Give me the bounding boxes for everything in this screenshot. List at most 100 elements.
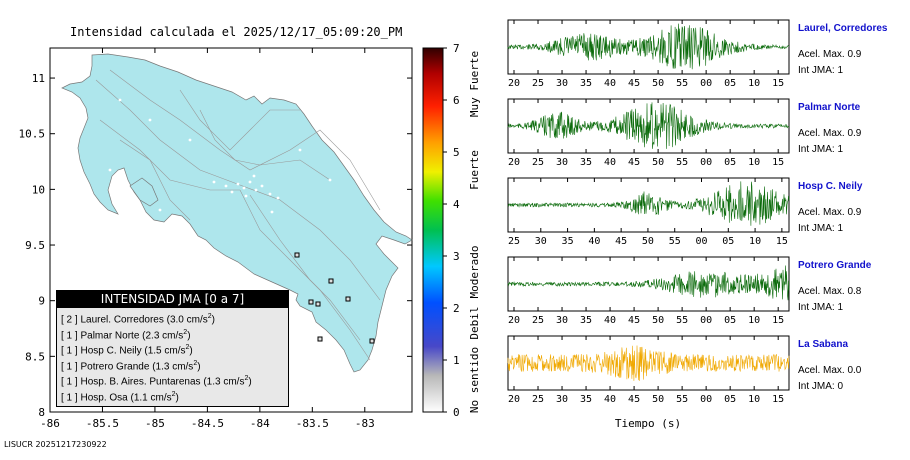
time-tick-label: 55 <box>676 394 688 405</box>
time-tick-label: 15 <box>772 315 784 326</box>
time-tick-label: 15 <box>772 394 784 405</box>
legend-acceleration: (1.5 cm/s <box>144 345 186 357</box>
colorbar-labels: No sentido Debil Moderado Fuerte Muy Fuerte <box>468 51 481 413</box>
time-tick-label: 55 <box>676 315 688 326</box>
time-tick-label: 20 <box>508 157 520 168</box>
trace-plot: 20 25 30 35 40 45 50 55 00 05 10 15 <box>507 256 790 326</box>
colorbar-ticks: 0 1 2 3 4 5 6 7 <box>443 42 460 419</box>
trace-jma-intensity: Int JMA: 1 <box>798 65 844 76</box>
nicoya-gulf-land <box>129 177 159 207</box>
colorbar-tick-label: 6 <box>453 94 460 107</box>
colorbar-category-label: Moderado <box>468 246 481 299</box>
time-tick-label: 30 <box>556 78 568 89</box>
time-tick-label: 10 <box>748 394 760 405</box>
trace-station-name: Hosp C. Neily <box>798 181 863 192</box>
map-y-tick-label: 8 <box>38 406 45 419</box>
legend-intensity: [ 1 ] <box>61 329 78 341</box>
trace-jma-intensity: Int JMA: 1 <box>798 302 844 313</box>
colorbar-tick-label: 2 <box>453 302 460 315</box>
time-tick-label: 40 <box>604 315 616 326</box>
time-tick-label: 50 <box>652 315 664 326</box>
trace-station-name: La Sabana <box>798 339 849 350</box>
colorbar-tick-label: 3 <box>453 250 460 263</box>
time-tick-label: 25 <box>532 315 544 326</box>
time-tick-label: 45 <box>628 157 640 168</box>
time-tick-label: 35 <box>580 394 592 405</box>
trace-max-acceleration: Acel. Max. 0.8 <box>798 286 862 297</box>
costa-rica-landmass <box>61 53 413 373</box>
trace-plot: 20 25 30 35 40 45 50 55 00 05 10 15 <box>507 335 790 405</box>
time-tick-label: 00 <box>695 236 707 247</box>
intensity-legend: INTENSIDAD JMA [0 a 7] [ 2 ] Laurel. Cor… <box>56 290 289 407</box>
map-title: Intensidad calculada el 2025/12/17_05:09… <box>70 25 403 39</box>
time-tick-label: 00 <box>700 315 712 326</box>
time-tick-label: 15 <box>772 78 784 89</box>
time-tick-label: 20 <box>508 78 520 89</box>
legend-station-name: Hosp. B. Aires. Puntarenas <box>80 376 201 388</box>
legend-acceleration: (1.1 cm/s <box>130 391 172 403</box>
time-axis-label: Tiempo (s) <box>615 417 681 430</box>
trace-max-acceleration: Acel. Max. 0.0 <box>798 365 862 376</box>
colorbar-category-label: Fuerte <box>468 150 481 190</box>
waveform-panel: 20 25 30 35 40 45 50 55 00 05 10 15 20 25 30 35 40 45 50 55… <box>507 19 790 430</box>
colorbar-tick-label: 1 <box>453 354 460 367</box>
legend-close-paren: ) <box>197 360 201 372</box>
legend-intensity: [ 1 ] <box>61 391 78 403</box>
map-x-tick-label: -83.5 <box>296 417 329 430</box>
road-network <box>95 69 381 361</box>
waveform-line <box>507 181 790 226</box>
map-x-axis: -86 -85.5 -85 -84.5 -84 -83.5 -83 <box>40 48 375 430</box>
trace-jma-intensity: Int JMA: 1 <box>798 223 844 234</box>
time-tick-label: 30 <box>556 315 568 326</box>
legend-intensity: [ 1 ] <box>61 360 78 372</box>
time-tick-label: 55 <box>676 78 688 89</box>
legend-item: [ 1 ] Hosp C. Neily (1.5 cm/s2) <box>61 344 193 356</box>
legend-acceleration: (1.3 cm/s <box>152 360 194 372</box>
legend-close-paren: ) <box>187 329 191 341</box>
legend-close-paren: ) <box>248 376 252 388</box>
legend-intensity: [ 2 ] <box>61 314 78 326</box>
time-tick-label: 35 <box>580 78 592 89</box>
colorbar-tick-label: 4 <box>453 198 460 211</box>
legend-unit-exponent: 2 <box>207 313 212 320</box>
trace-jma-intensity: Int JMA: 1 <box>798 144 844 155</box>
legend-intensity: [ 1 ] <box>61 345 78 357</box>
time-tick-label: 00 <box>700 394 712 405</box>
colorbar-gradient <box>422 47 444 413</box>
map-x-tick-label: -84.5 <box>191 417 224 430</box>
trace-plot: 20 25 30 35 40 45 50 55 00 05 10 15 <box>507 98 790 168</box>
time-tick-label: 05 <box>724 315 736 326</box>
legend-item: [ 1 ] Hosp. B. Aires. Puntarenas (1.3 cm… <box>61 375 252 387</box>
legend-acceleration: (2.3 cm/s <box>142 329 184 341</box>
time-tick-label: 50 <box>642 236 654 247</box>
time-tick-label: 05 <box>724 394 736 405</box>
legend-item: [ 2 ] Laurel. Corredores (3.0 cm/s2) <box>61 313 215 325</box>
waveform-line <box>507 102 790 149</box>
legend-item: [ 1 ] Palmar Norte (2.3 cm/s2) <box>61 329 191 341</box>
colorbar-tick-label: 5 <box>453 146 460 159</box>
map-y-tick-label: 10 <box>32 183 45 196</box>
trace-station-name: Potrero Grande <box>798 260 872 271</box>
trace-max-acceleration: Acel. Max. 0.9 <box>798 128 862 139</box>
time-tick-label: 45 <box>628 78 640 89</box>
colorbar-tick-label: 7 <box>453 42 460 55</box>
time-tick-label: 05 <box>724 78 736 89</box>
legend-station-name: Hosp C. Neily <box>80 345 142 357</box>
time-tick-label: 25 <box>532 394 544 405</box>
colorbar-category-label: Muy Fuerte <box>468 51 481 117</box>
map-x-tick-label: -84 <box>250 417 270 430</box>
station-markers <box>294 252 375 344</box>
legend-close-paren: ) <box>189 345 193 357</box>
time-tick-label: 10 <box>749 236 761 247</box>
map-y-tick-label: 10.5 <box>19 128 46 141</box>
legend-unit-exponent: 2 <box>185 344 190 351</box>
map-y-tick-label: 8.5 <box>25 350 45 363</box>
time-tick-label: 15 <box>776 236 788 247</box>
map-x-tick-label: -83 <box>355 417 375 430</box>
map-y-tick-label: 11 <box>32 72 45 85</box>
legend-station-name: Hosp. Osa <box>80 391 128 403</box>
time-tick-label: 40 <box>604 78 616 89</box>
time-tick-label: 10 <box>748 315 760 326</box>
time-tick-label: 30 <box>535 236 547 247</box>
legend-title: INTENSIDAD JMA [0 a 7] <box>57 291 288 308</box>
